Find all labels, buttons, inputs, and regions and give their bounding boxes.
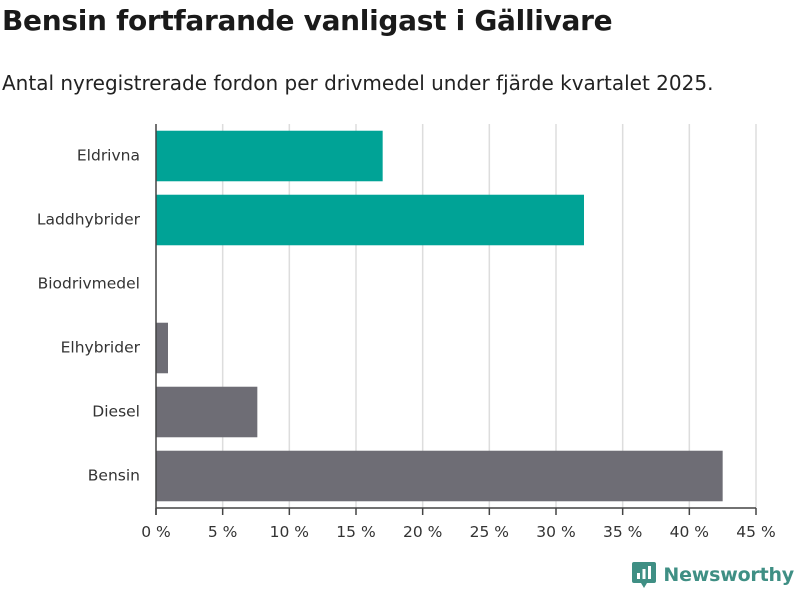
tick-labels: 0 % 5 % 10 % 15 % 20 % 25 % 30 % 35 % 40 % 45 % [141, 523, 775, 541]
bar-diesel [156, 386, 258, 438]
category-labels: Eldrivna Laddhybrider Biodrivmedel Elhybrid… [37, 147, 141, 485]
bar-laddhybrider [156, 194, 584, 246]
chart-title: Bensin fortfarande vanligast i Gällivare [2, 4, 613, 37]
category-label: Laddhybrider [37, 211, 141, 229]
bar-elhybrider [156, 322, 168, 374]
x-tick-label: 0 % [141, 523, 171, 541]
grid-lines [221, 124, 757, 508]
x-tick-label: 5 % [208, 523, 238, 541]
x-tick-label: 15 % [336, 523, 375, 541]
category-label: Eldrivna [77, 147, 140, 165]
bar-eldrivna [156, 130, 383, 182]
x-tick-label: 30 % [536, 523, 575, 541]
category-label: Biodrivmedel [38, 275, 140, 293]
x-tick-label: 10 % [270, 523, 309, 541]
x-tick-label: 20 % [403, 523, 442, 541]
category-label: Diesel [92, 403, 140, 421]
newsworthy-logo: Newsworthy [631, 560, 794, 590]
bar-bensin [156, 450, 723, 502]
x-tick-label: 40 % [670, 523, 709, 541]
category-label: Elhybrider [61, 339, 141, 357]
x-axis [155, 124, 757, 515]
chart-subtitle: Antal nyregistrerade fordon per drivmede… [2, 71, 714, 95]
category-label: Bensin [88, 467, 140, 485]
newsworthy-logo-icon [632, 562, 657, 588]
x-tick-label: 35 % [603, 523, 642, 541]
x-tick-label: 45 % [736, 523, 775, 541]
bars [156, 130, 723, 502]
x-tick-label: 25 % [470, 523, 509, 541]
newsworthy-logo-text: Newsworthy [663, 564, 794, 586]
